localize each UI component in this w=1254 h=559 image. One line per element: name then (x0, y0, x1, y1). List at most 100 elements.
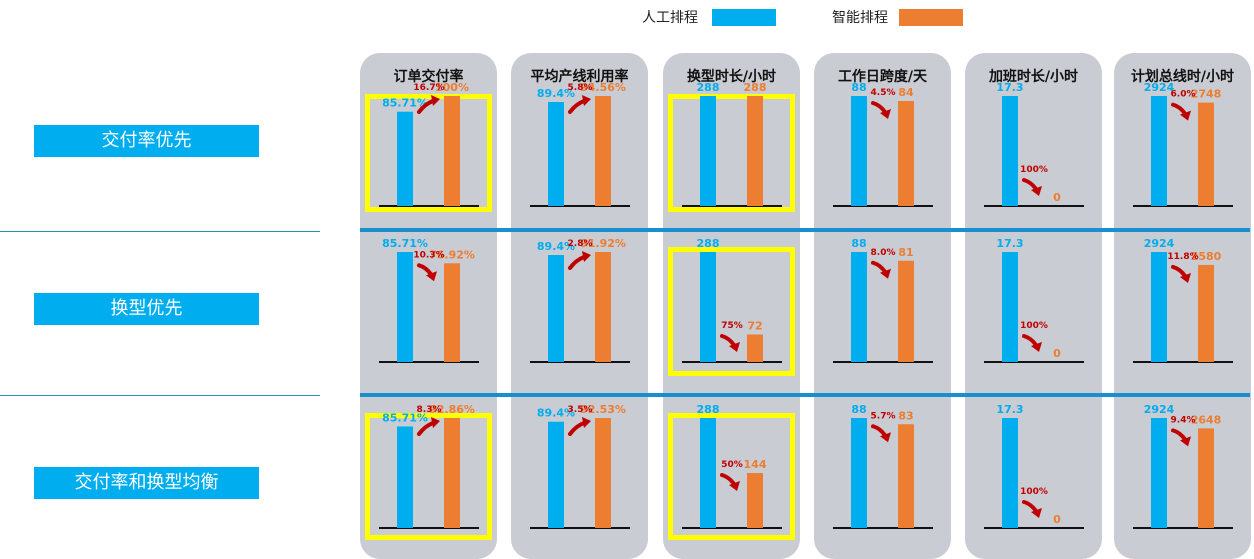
bar-manual (397, 426, 413, 528)
column-panel (965, 53, 1102, 559)
bar-manual (1002, 252, 1018, 362)
bar-manual (548, 421, 564, 528)
value-label-manual: 88 (851, 81, 866, 94)
bar-smart (1198, 264, 1214, 362)
bar-manual (1151, 96, 1167, 206)
legend-smart-swatch (899, 9, 963, 26)
highlight-frame (668, 247, 795, 376)
change-label: 50% (721, 460, 743, 470)
value-label-smart: 94.56% (580, 81, 626, 94)
trend-down-arrow-head-icon (729, 481, 740, 491)
bar-smart (898, 101, 914, 206)
value-label-manual: 88 (851, 237, 866, 250)
value-label-manual: 2924 (1144, 81, 1175, 94)
bar-manual (851, 252, 867, 362)
value-label-manual: 2924 (1144, 237, 1175, 250)
legend: 人工排程 智能排程 (0, 4, 1254, 26)
bar-smart (1198, 428, 1214, 528)
bar-smart (444, 263, 460, 362)
row-label-changeover-priority: 换型优先 (34, 293, 259, 325)
value-label-smart: 76.92% (429, 248, 475, 261)
highlight-frame (365, 413, 492, 540)
bar-manual (1002, 418, 1018, 528)
value-label-manual: 17.3 (996, 403, 1023, 416)
bar-smart (595, 96, 611, 206)
change-label: 8.0% (871, 248, 896, 258)
change-label: 8.3% (417, 405, 442, 415)
value-label-smart: 92.53% (580, 403, 626, 416)
trend-up-arrow-head-icon (582, 417, 591, 428)
bar-manual (548, 255, 564, 362)
bar-manual (1151, 252, 1167, 362)
value-label-smart: 81 (898, 246, 913, 259)
value-label-manual: 88 (851, 403, 866, 416)
value-label-smart: 0 (1053, 513, 1061, 526)
value-label-smart: 2748 (1191, 88, 1222, 101)
change-label: 75% (721, 321, 743, 331)
bar-smart (898, 260, 914, 362)
trend-down-arrow-head-icon (880, 432, 891, 443)
bar-manual (1151, 418, 1167, 528)
bar-manual (700, 418, 716, 528)
trend-down-arrow-head-icon (426, 271, 437, 282)
trend-down-arrow-head-icon (1031, 342, 1042, 352)
bar-smart (595, 418, 611, 528)
change-label: 3.5% (568, 405, 593, 415)
trend-up-arrow-icon (568, 255, 586, 270)
change-label: 2.8% (568, 239, 593, 249)
trend-down-arrow-icon (1022, 500, 1038, 513)
trend-down-arrow-icon (871, 101, 887, 114)
row-separator (360, 393, 1250, 397)
bar-manual (851, 96, 867, 206)
change-label: 10.3% (413, 250, 444, 260)
bar-manual (548, 102, 564, 206)
change-label: 6.0% (1171, 90, 1196, 100)
bar-smart (1198, 102, 1214, 206)
trend-up-arrow-head-icon (582, 251, 591, 262)
value-label-smart: 144 (744, 458, 767, 471)
trend-down-arrow-head-icon (1180, 272, 1191, 283)
trend-down-arrow-head-icon (729, 342, 740, 352)
row-divider (0, 231, 320, 232)
trend-down-arrow-icon (871, 424, 887, 438)
trend-down-arrow-icon (1022, 334, 1038, 347)
bar-smart (747, 334, 763, 362)
trend-down-arrow-icon (720, 334, 736, 347)
value-label-manual: 89.4% (537, 240, 575, 253)
trend-up-arrow-icon (568, 99, 586, 114)
value-label-manual: 288 (697, 403, 720, 416)
value-label-smart: 72 (747, 320, 762, 333)
value-label-manual: 85.71% (382, 97, 428, 110)
bar-manual (700, 96, 716, 206)
column-title-total-line-hours: 计划总线时/小时 (1130, 69, 1235, 85)
value-label-smart: 0 (1053, 191, 1061, 204)
trend-down-arrow-head-icon (1031, 508, 1042, 518)
trend-down-arrow-icon (1022, 178, 1038, 191)
row-separator (360, 228, 1250, 232)
value-label-smart: 0 (1053, 347, 1061, 360)
legend-smart-label: 智能排程 (832, 10, 888, 26)
trend-up-arrow-icon (568, 421, 586, 436)
column-title-workday-span: 工作日跨度/天 (837, 69, 928, 85)
column-title-line-utilization: 平均产线利用率 (530, 69, 629, 85)
trend-up-arrow-head-icon (582, 95, 591, 106)
bar-manual (397, 252, 413, 362)
value-label-manual: 17.3 (996, 81, 1023, 94)
bar-smart (747, 96, 763, 206)
bar-smart (595, 252, 611, 362)
change-label: 100% (1020, 487, 1048, 497)
change-label: 4.5% (871, 88, 896, 98)
trend-down-arrow-icon (1171, 102, 1187, 116)
change-label: 5.8% (568, 83, 593, 93)
bar-manual (700, 252, 716, 362)
value-label-manual: 85.71% (382, 237, 428, 250)
trend-up-arrow-head-icon (431, 95, 440, 106)
bar-manual (397, 111, 413, 206)
row-label-delivery-priority: 交付率优先 (34, 125, 259, 157)
column-panel (511, 53, 648, 559)
trend-down-arrow-head-icon (1180, 436, 1191, 447)
trend-down-arrow-head-icon (1031, 186, 1042, 196)
trend-down-arrow-icon (1171, 264, 1187, 278)
change-label: 11.8% (1167, 252, 1198, 262)
